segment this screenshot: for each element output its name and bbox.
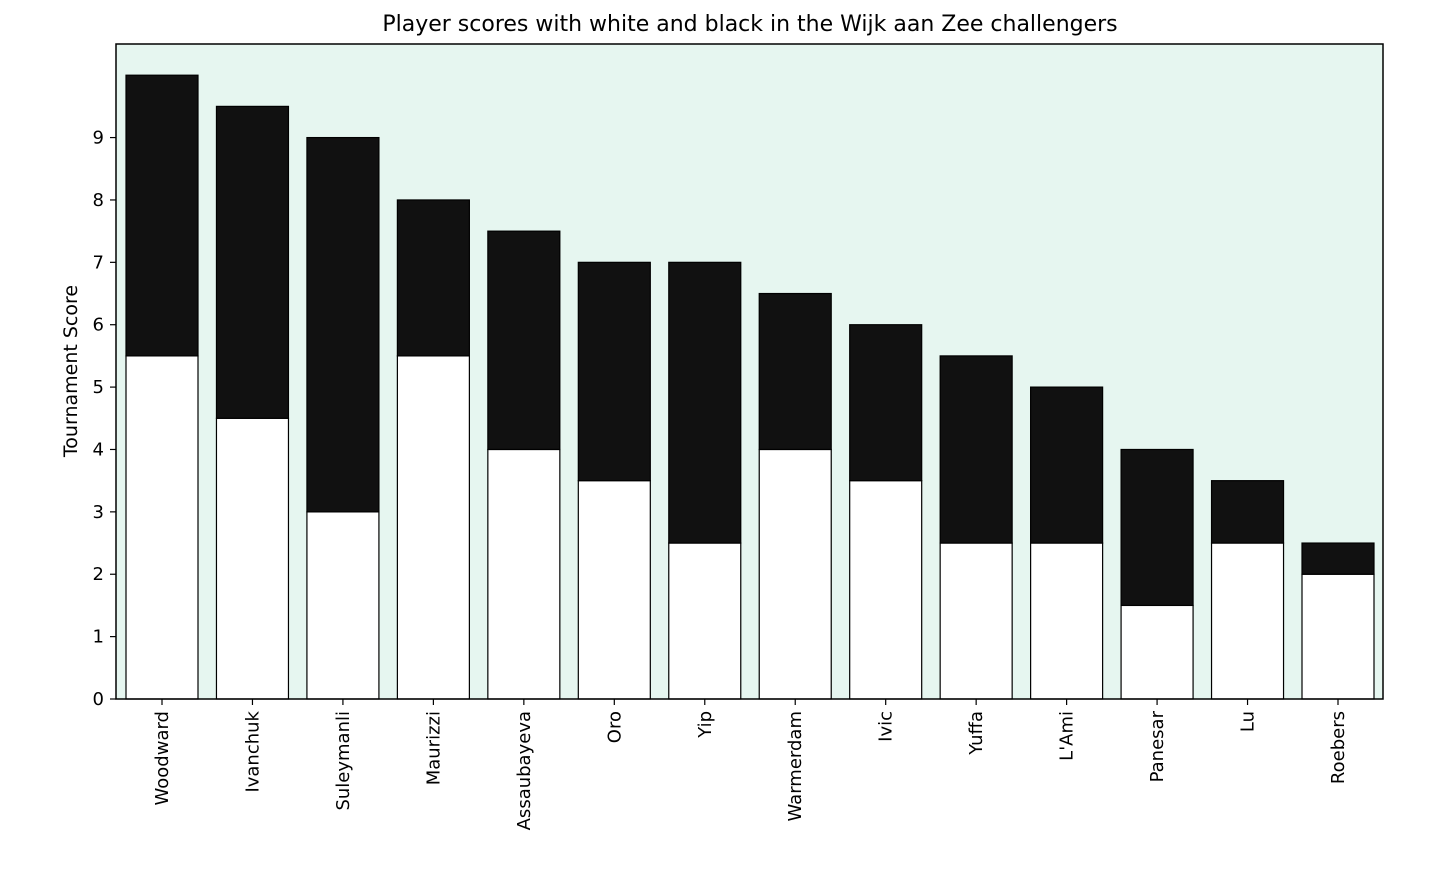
bar-white-5 <box>577 480 651 700</box>
y-axis-label: Tournament Score <box>60 285 82 458</box>
y-tick-label: 3 <box>93 502 104 523</box>
bar-white-7 <box>758 448 832 700</box>
bar-black-6 <box>668 261 742 544</box>
bar-white-11 <box>1120 604 1194 700</box>
x-tick-label: Assaubayeva <box>514 711 535 830</box>
bar-white-3 <box>396 355 470 700</box>
bars-group <box>125 74 1375 700</box>
bar-black-11 <box>1120 448 1194 607</box>
bar-black-5 <box>577 261 651 482</box>
bar-black-4 <box>487 230 561 451</box>
x-tick-label: Oro <box>604 711 625 743</box>
bar-black-13 <box>1301 542 1375 575</box>
x-tick-label: Maurizzi <box>423 711 444 785</box>
x-tick-label: Yip <box>695 711 716 739</box>
bar-white-2 <box>306 511 380 700</box>
bar-black-3 <box>396 199 470 357</box>
y-tick-label: 2 <box>93 564 104 585</box>
y-tick-label: 1 <box>93 627 104 648</box>
x-tick-label: Yuffa <box>966 711 987 756</box>
plot-frame <box>115 43 1384 700</box>
bar-white-8 <box>849 480 923 700</box>
bar-black-2 <box>306 136 380 513</box>
bar-black-7 <box>758 292 832 451</box>
x-tick-label: Warmerdam <box>785 711 806 821</box>
x-tick-label: Panesar <box>1147 710 1168 782</box>
x-tick-label: Ivanchuk <box>242 710 263 792</box>
bar-white-0 <box>125 355 199 700</box>
bar-white-12 <box>1210 542 1285 700</box>
x-tick-label: Lu <box>1238 711 1259 732</box>
y-tick-label: 0 <box>93 689 104 710</box>
x-axis: Woodward Ivanchuk Suleymanli Maurizzi Assaub… <box>152 699 1349 830</box>
bar-white-1 <box>215 417 290 700</box>
bar-white-6 <box>668 542 742 700</box>
y-tick-label: 6 <box>93 315 104 336</box>
y-tick-label: 9 <box>93 128 104 149</box>
bar-black-0 <box>125 74 199 357</box>
bar-black-8 <box>849 324 923 482</box>
x-tick-label: Suleymanli <box>333 711 354 811</box>
bar-white-10 <box>1030 542 1104 700</box>
y-tick-label: 7 <box>93 252 104 273</box>
bar-black-12 <box>1210 480 1285 544</box>
y-tick-label: 5 <box>93 377 104 398</box>
bar-white-4 <box>487 448 561 700</box>
y-axis: 0 1 2 3 4 5 6 7 8 9 <box>93 128 116 710</box>
x-tick-label: Woodward <box>152 711 173 805</box>
bar-black-9 <box>939 355 1013 544</box>
x-tick-label: Ivic <box>876 711 897 742</box>
y-tick-label: 4 <box>93 439 104 460</box>
x-tick-label: L'Ami <box>1057 711 1078 761</box>
chart-title: Player scores with white and black in th… <box>382 12 1117 37</box>
bar-black-1 <box>215 105 290 419</box>
y-tick-label: 8 <box>93 190 104 211</box>
bar-black-10 <box>1030 386 1104 544</box>
x-tick-label: Roebers <box>1328 711 1349 784</box>
bar-white-9 <box>939 542 1013 700</box>
bar-white-13 <box>1301 573 1375 700</box>
